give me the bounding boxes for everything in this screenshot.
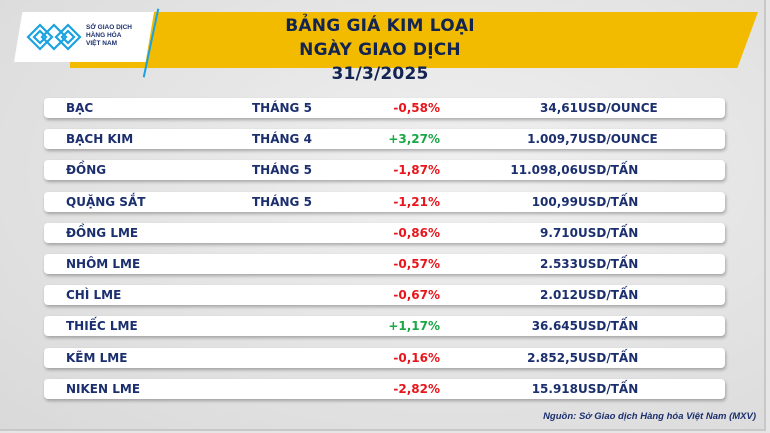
metal-name: QUẶNG SẮT — [66, 194, 146, 209]
price: 1.009,7 — [527, 132, 578, 147]
change-percent: +1,17% — [388, 319, 440, 334]
unit: USD/TẤN — [578, 350, 639, 365]
unit: USD/TẤN — [578, 319, 639, 334]
price: 9.710 — [540, 225, 578, 240]
metal-name: NIKEN LME — [66, 381, 141, 396]
price: 34,61 — [540, 101, 578, 115]
metal-name: ĐỒNG LME — [66, 225, 139, 240]
contract-month: THÁNG 5 — [252, 101, 312, 115]
title-line-1: BẢNG GIÁ KIM LOẠI — [285, 16, 475, 36]
change-percent: +3,27% — [388, 132, 440, 147]
logo-card — [14, 12, 154, 62]
logo-line-1: SỞ GIAO DỊCH — [86, 24, 132, 31]
unit: USD/OUNCE — [578, 101, 658, 115]
price: 2.852,5 — [527, 350, 578, 365]
change-percent: -0,16% — [393, 350, 440, 365]
price: 36.645 — [531, 319, 578, 334]
source-note: Nguồn: Sở Giao dịch Hàng hóa Việt Nam (M… — [543, 411, 756, 422]
table-row: NHÔM LME -0,57% 2.533 USD/TẤN — [44, 253, 725, 274]
price: 100,99 — [531, 194, 578, 209]
price: 2.012 — [540, 288, 578, 303]
change-percent: -0,86% — [393, 225, 440, 240]
metal-name: NHÔM LME — [66, 256, 141, 271]
unit: USD/OUNCE — [578, 132, 658, 147]
title-banner — [70, 12, 758, 68]
logo-line-3: VIỆT NAM — [86, 40, 118, 47]
unit: USD/TẤN — [578, 381, 639, 396]
metal-name: BẠCH KIM — [66, 132, 134, 147]
unit: USD/TẤN — [578, 225, 639, 240]
change-percent: -0,58% — [393, 101, 440, 115]
table-row: CHÌ LME -0,67% 2.012 USD/TẤN — [44, 285, 725, 306]
price: 15.918 — [531, 381, 578, 396]
unit: USD/TẤN — [578, 256, 639, 271]
table-row: KẼM LME -0,16% 2.852,5 USD/TẤN — [44, 347, 725, 368]
title-line-2: NGÀY GIAO DỊCH 31/3/2025 — [299, 40, 461, 84]
metal-name: THIẾC LME — [66, 319, 138, 334]
contract-month: THÁNG 4 — [252, 132, 312, 147]
change-percent: -0,57% — [393, 256, 440, 271]
metal-name: CHÌ LME — [66, 288, 122, 303]
table-row: QUẶNG SẮT THÁNG 5 -1,21% 100,99 USD/TẤN — [44, 191, 725, 212]
table-row: BẠCH KIM THÁNG 4 +3,27% 1.009,7 USD/OUNC… — [44, 129, 725, 150]
price: 2.533 — [540, 256, 578, 271]
change-percent: -0,67% — [393, 288, 440, 303]
table-row: ĐỒNG THÁNG 5 -1,87% 11.098,06 USD/TẤN — [44, 160, 725, 181]
contract-month: THÁNG 5 — [252, 194, 312, 209]
metal-name: ĐỒNG — [66, 163, 107, 178]
price: 11.098,06 — [510, 163, 578, 178]
change-percent: -1,87% — [393, 163, 440, 178]
table-row: THIẾC LME +1,17% 36.645 USD/TẤN — [44, 316, 725, 337]
mxv-logo-icon — [26, 23, 82, 51]
unit: USD/TẤN — [578, 288, 639, 303]
page-title: BẢNG GIÁ KIM LOẠI NGÀY GIAO DỊCH 31/3/20… — [250, 14, 510, 86]
table-row: NIKEN LME -2,82% 15.918 USD/TẤN — [44, 378, 725, 399]
logo-wordmark: SỞ GIAO DỊCH HÀNG HÓA VIỆT NAM — [86, 24, 132, 48]
unit: USD/TẤN — [578, 163, 639, 178]
change-percent: -2,82% — [393, 381, 440, 396]
metal-name: BẠC — [66, 101, 94, 115]
metal-name: KẼM LME — [66, 350, 128, 365]
unit: USD/TẤN — [578, 194, 639, 209]
contract-month: THÁNG 5 — [252, 163, 312, 178]
table-row: BẠC THÁNG 5 -0,58% 34,61 USD/OUNCE — [44, 98, 725, 118]
change-percent: -1,21% — [393, 194, 440, 209]
price-table: BẠC THÁNG 5 -0,58% 34,61 USD/OUNCE BẠCH … — [44, 98, 725, 410]
logo-line-2: HÀNG HÓA — [86, 32, 122, 39]
table-row: ĐỒNG LME -0,86% 9.710 USD/TẤN — [44, 222, 725, 243]
